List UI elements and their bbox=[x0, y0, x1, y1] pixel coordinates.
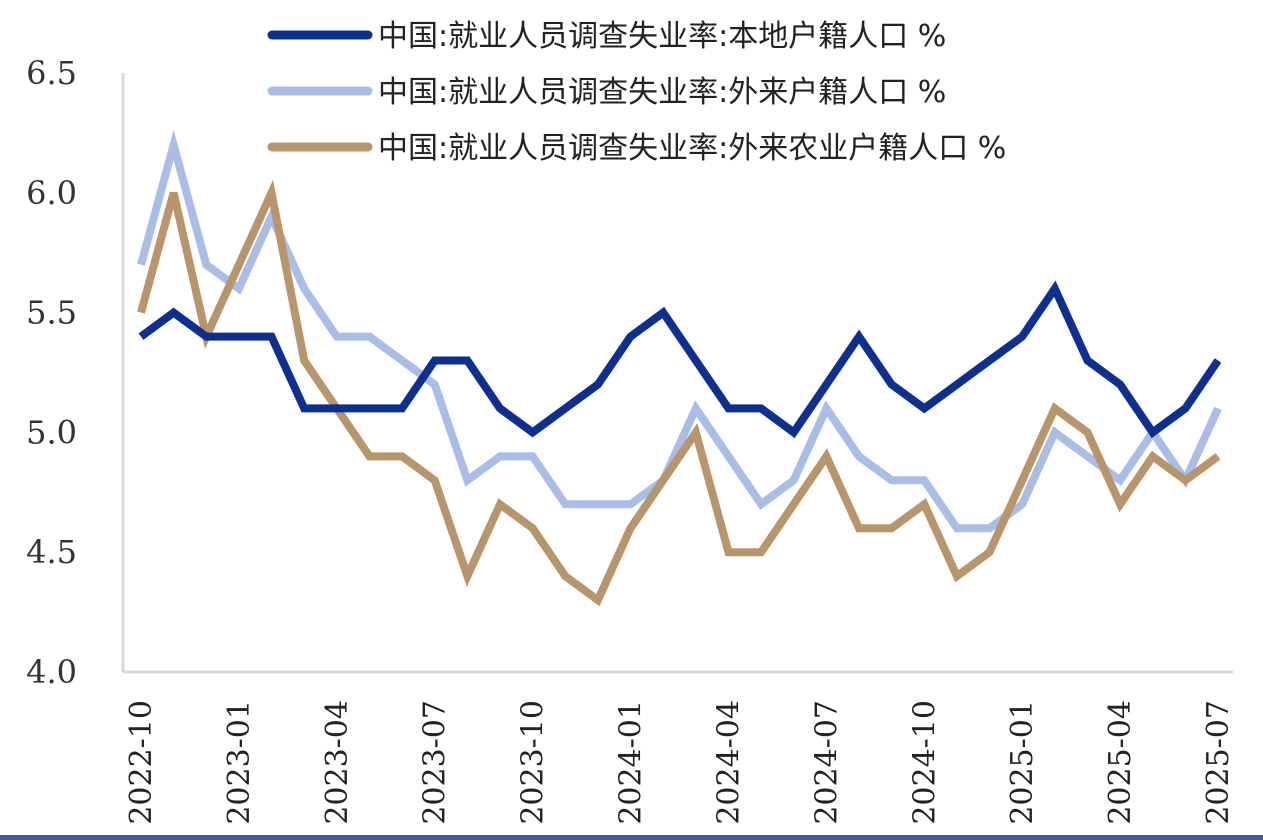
x-tick-label: 2024-07 bbox=[809, 700, 844, 825]
legend-label: 中国:就业人员调查失业率:外来户籍人口 % bbox=[378, 75, 946, 110]
x-tick-label: 2025-07 bbox=[1201, 700, 1236, 825]
x-tick-label: 2022-10 bbox=[124, 700, 159, 825]
series-lines bbox=[137, 129, 1222, 607]
x-tick-label: 2024-04 bbox=[711, 700, 746, 825]
bottom-border bbox=[0, 835, 1263, 840]
series-line bbox=[137, 129, 1222, 533]
y-tick-label: 5.0 bbox=[26, 413, 77, 451]
x-tick-label: 2024-01 bbox=[614, 700, 649, 825]
x-tick-label: 2025-01 bbox=[1005, 700, 1040, 825]
y-tick-label: 4.5 bbox=[26, 533, 77, 571]
y-axis-tick-labels: 4.0 4.5 5.0 5.5 6.0 6.5 bbox=[26, 54, 77, 691]
series-line bbox=[138, 280, 1222, 439]
x-tick-label: 2024-10 bbox=[907, 700, 942, 825]
x-tick-label: 2023-07 bbox=[418, 700, 453, 825]
y-tick-label: 5.5 bbox=[26, 294, 77, 332]
legend: 中国:就业人员调查失业率:本地户籍人口 % 中国:就业人员调查失业率:外来户籍人口… bbox=[267, 19, 1006, 166]
x-tick-label: 2023-01 bbox=[222, 700, 257, 825]
y-tick-label: 4.0 bbox=[26, 653, 77, 691]
series-line bbox=[137, 179, 1221, 607]
x-tick-label: 2025-04 bbox=[1103, 700, 1138, 825]
axes bbox=[121, 73, 1233, 674]
x-axis-tick-labels: 2022-10 2023-01 2023-04 2023-07 2023-10 2024-… bbox=[124, 700, 1236, 825]
legend-label: 中国:就业人员调查失业率:本地户籍人口 % bbox=[378, 19, 946, 54]
x-tick-label: 2023-10 bbox=[516, 700, 551, 825]
x-tick-label: 2023-04 bbox=[320, 700, 355, 825]
y-tick-label: 6.0 bbox=[26, 174, 77, 212]
y-tick-label: 6.5 bbox=[26, 54, 77, 92]
legend-label: 中国:就业人员调查失业率:外来农业户籍人口 % bbox=[378, 131, 1006, 166]
